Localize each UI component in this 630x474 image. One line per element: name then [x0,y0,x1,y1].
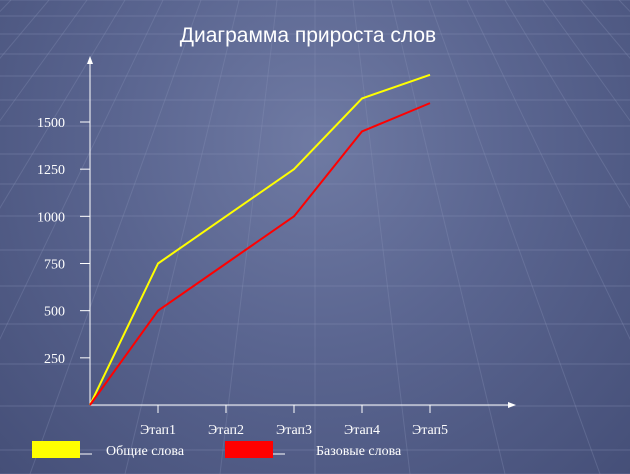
bg-grid-line [542,0,630,122]
y-tick-label: 750 [44,258,65,273]
bg-grid-line [504,0,630,209]
y-tick-label: 1000 [37,210,65,225]
bg-grid-line [0,0,164,341]
legend: Общие слова Базовые слова [32,441,402,459]
legend-label: Общие слова [106,444,185,459]
axes [87,56,516,408]
bg-grid-line [390,0,506,474]
x-tick-label: Этап2 [208,423,244,438]
x-tick-label: Этап1 [140,423,176,438]
x-tick-label: Этап3 [276,423,312,438]
x-ticks: Этап1 Этап2 Этап3 Этап4 Этап5 [140,405,448,438]
y-tick-label: 1500 [37,116,65,131]
legend-label: Базовые слова [316,444,402,459]
bg-grid-line [219,0,278,474]
y-tick-label: 1250 [37,163,65,178]
bg-grid-line [466,0,630,341]
series-line-2 [89,102,431,406]
y-ticks: 250 500 750 1000 1250 1500 [37,116,90,367]
bg-grid-line [29,0,202,474]
y-tick-label: 500 [44,305,65,320]
bg-grid-line [428,0,601,474]
chart-title: Диаграмма прироста слов [180,24,436,47]
bg-grid-line [352,0,411,474]
legend-swatch [225,441,273,458]
x-tick-label: Этап5 [412,423,448,438]
y-axis-arrow [87,56,93,64]
y-tick-label: 250 [44,352,65,367]
series-lines [89,73,431,406]
x-axis-arrow [508,402,516,408]
x-tick-label: Этап4 [344,423,380,438]
bg-grid-line [0,0,88,122]
bg-grid-line [0,0,126,209]
series-line-1 [89,73,431,406]
legend-swatch [32,441,80,458]
bg-grid-line [124,0,240,474]
